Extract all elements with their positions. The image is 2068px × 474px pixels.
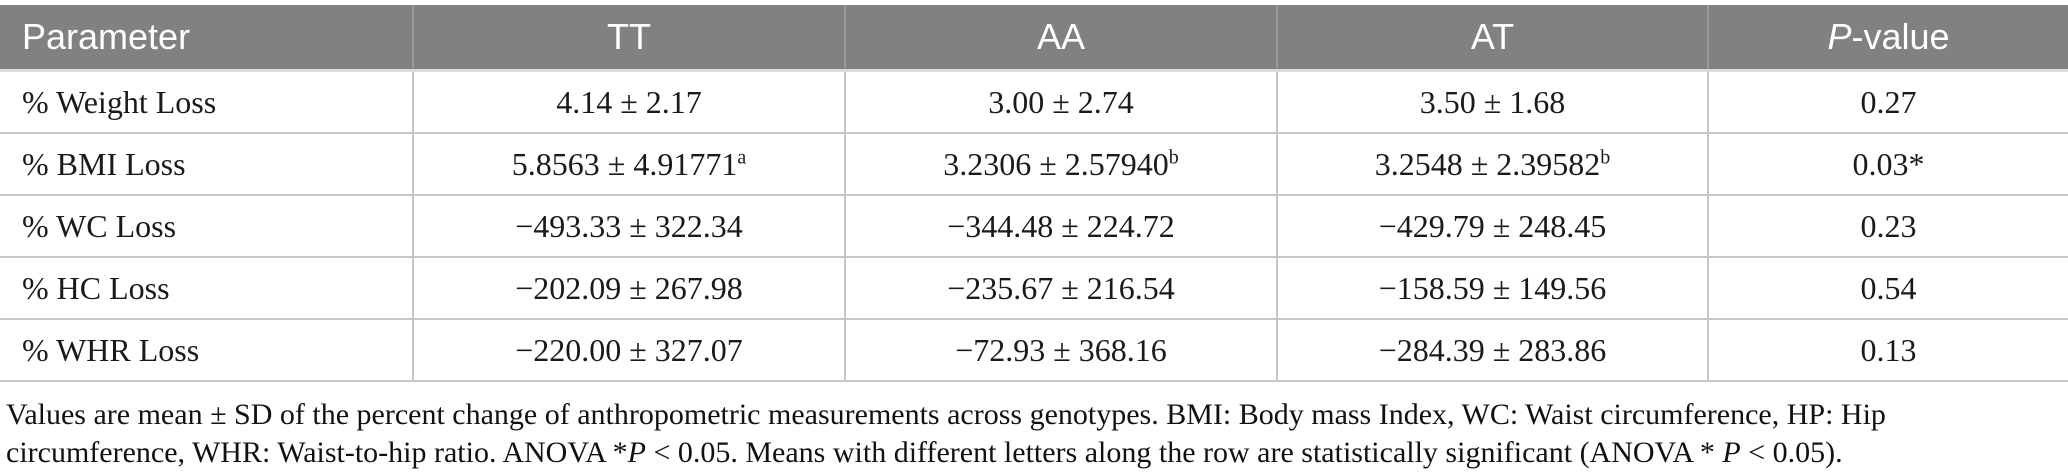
value-cell: −220.00 ± 327.07	[412, 318, 846, 382]
value-cell: −493.33 ± 322.34	[412, 194, 846, 258]
significance-letter: b	[1600, 145, 1611, 168]
column-header-tt: TT	[412, 5, 845, 72]
italic-text-segment: P	[1722, 436, 1741, 469]
column-header-p-value: P-value	[1707, 5, 2068, 72]
value-cell: 3.50 ± 1.68	[1276, 69, 1709, 134]
parameter-cell: % Weight Loss	[0, 69, 414, 134]
value-cell: 0.03*	[1707, 132, 2068, 196]
table-row: % BMI Loss 5.8563 ± 4.91771a 3.2306 ± 2.57…	[0, 132, 2068, 196]
column-header-at: AT	[1276, 5, 1708, 72]
value-cell: 5.8563 ± 4.91771a	[412, 132, 846, 196]
text-segment: < 0.05. Means with different letters alo…	[645, 436, 1723, 469]
value-cell: 0.23	[1707, 194, 2068, 258]
value-cell: −429.79 ± 248.45	[1276, 194, 1709, 258]
value-cell: 3.2548 ± 2.39582b	[1276, 132, 1709, 196]
text-segment: -value	[1851, 16, 1950, 57]
value-cell: −344.48 ± 224.72	[844, 194, 1278, 258]
table-row: % Weight Loss 4.14 ± 2.17 3.00 ± 2.74 3.50 …	[0, 69, 2068, 134]
text-segment: TT	[607, 16, 651, 57]
text-segment: < 0.05).	[1740, 436, 1843, 469]
parameter-cell: % WHR Loss	[0, 318, 414, 382]
value-cell: 3.00 ± 2.74	[844, 69, 1278, 134]
table-row: % HC Loss −202.09 ± 267.98 −235.67 ± 216.5…	[0, 256, 2068, 320]
table-row: % WHR Loss −220.00 ± 327.07 −72.93 ± 368.1…	[0, 318, 2068, 382]
table-header: Parameter TT AA AT P-value	[0, 5, 2068, 72]
value-cell: −284.39 ± 283.86	[1276, 318, 1709, 382]
value-cell: 0.54	[1707, 256, 2068, 320]
italic-text-segment: P	[1827, 16, 1852, 57]
table-footnote: Values are mean ± SD of the percent chan…	[6, 396, 2058, 472]
table-body: % Weight Loss 4.14 ± 2.17 3.00 ± 2.74 3.50 …	[0, 69, 2068, 382]
italic-text-segment: P	[627, 436, 646, 469]
text-segment: AT	[1470, 16, 1515, 57]
text-segment: Values are mean ± SD of the percent chan…	[6, 398, 1886, 469]
value-cell: −72.93 ± 368.16	[844, 318, 1278, 382]
table-row: % WC Loss −493.33 ± 322.34 −344.48 ± 224.7…	[0, 194, 2068, 258]
value-cell: −235.67 ± 216.54	[844, 256, 1278, 320]
header-row: Parameter TT AA AT P-value	[0, 5, 2068, 72]
value-cell: −202.09 ± 267.98	[412, 256, 846, 320]
column-header-parameter: Parameter	[0, 5, 413, 72]
value-cell: 4.14 ± 2.17	[412, 69, 846, 134]
value-cell: 0.27	[1707, 69, 2068, 134]
value-cell: 0.13	[1707, 318, 2068, 382]
value-cell: −158.59 ± 149.56	[1276, 256, 1709, 320]
column-header-aa: AA	[844, 5, 1277, 72]
value-cell: 3.2306 ± 2.57940b	[844, 132, 1278, 196]
parameter-cell: % BMI Loss	[0, 132, 414, 196]
text-segment: AA	[1036, 16, 1086, 57]
parameter-cell: % HC Loss	[0, 256, 414, 320]
text-segment: Parameter	[22, 16, 191, 57]
anova-results-table: Parameter TT AA AT P-value % Weight Loss…	[0, 5, 2068, 382]
significance-letter: a	[737, 145, 747, 168]
significance-letter: b	[1168, 145, 1179, 168]
parameter-cell: % WC Loss	[0, 194, 414, 258]
